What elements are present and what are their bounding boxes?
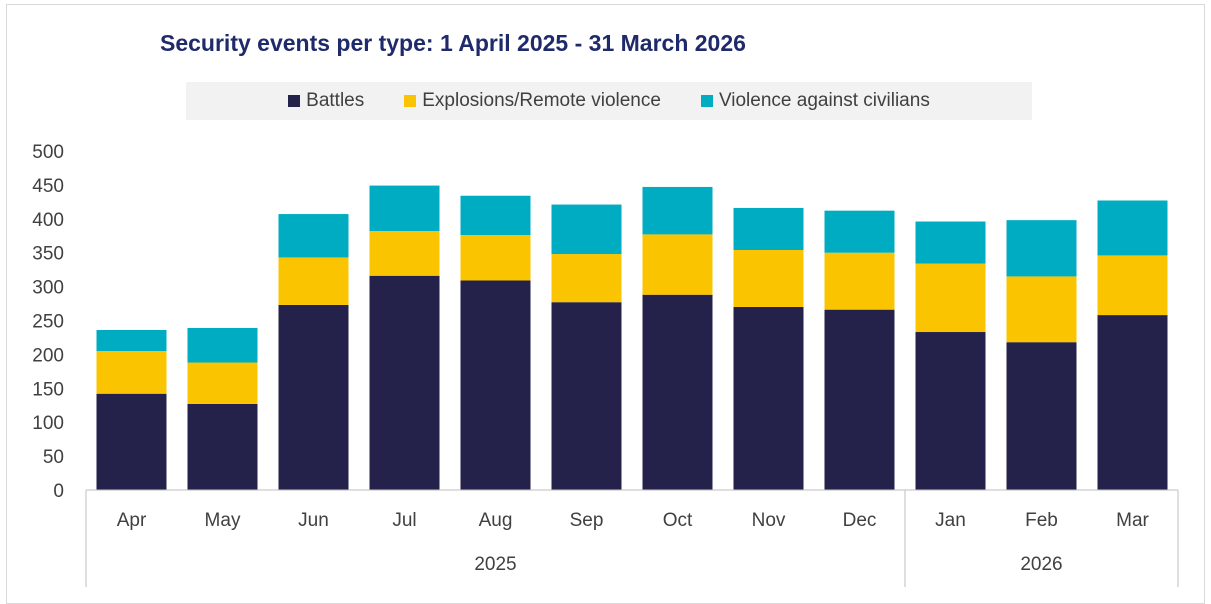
bar-violence-against-civilians-mar — [1097, 200, 1168, 256]
y-tick-label: 150 — [32, 379, 64, 400]
bar-violence-against-civilians-sep — [551, 204, 622, 255]
bar-explosions-remote-violence-feb — [1006, 276, 1077, 343]
x-tick-label-aug: Aug — [479, 510, 513, 531]
bar-explosions-remote-violence-oct — [642, 234, 713, 295]
x-tick-label-jun: Jun — [298, 510, 329, 531]
bar-explosions-remote-violence-aug — [460, 235, 531, 281]
bar-battles-dec — [824, 309, 895, 490]
x-tick-label-may: May — [205, 510, 241, 531]
chart-title: Security events per type: 1 April 2025 -… — [160, 30, 746, 56]
legend-swatch-explosions — [404, 95, 417, 107]
bar-battles-sep — [551, 302, 622, 490]
y-tick-label: 500 — [32, 142, 64, 163]
x-tick-label-oct: Oct — [663, 510, 693, 531]
bar-violence-against-civilians-may — [187, 327, 258, 363]
y-tick-label: 200 — [32, 345, 64, 366]
legend-swatch-battles — [288, 95, 301, 107]
bar-battles-apr — [96, 393, 167, 490]
y-tick-label: 450 — [32, 176, 64, 197]
y-tick-label: 300 — [32, 278, 64, 299]
x-tick-label-dec: Dec — [843, 510, 877, 531]
y-tick-label: 100 — [32, 413, 64, 434]
x-tick-label-apr: Apr — [117, 510, 147, 531]
bar-explosions-remote-violence-jun — [278, 257, 349, 305]
bar-violence-against-civilians-jan — [915, 221, 986, 264]
x-tick-label-sep: Sep — [570, 510, 604, 531]
bar-violence-against-civilians-jun — [278, 214, 349, 258]
bar-explosions-remote-violence-jan — [915, 263, 986, 333]
bar-explosions-remote-violence-apr — [96, 351, 167, 394]
y-tick-label: 50 — [43, 447, 64, 468]
bar-violence-against-civilians-aug — [460, 195, 531, 236]
bar-battles-feb — [1006, 342, 1077, 490]
legend-item-civilians: Violence against civilians — [700, 90, 930, 112]
bar-battles-nov — [733, 306, 804, 490]
x-tick-label-nov: Nov — [752, 510, 786, 531]
x-tick-label-jul: Jul — [392, 510, 416, 531]
bar-explosions-remote-violence-may — [187, 362, 258, 404]
bar-battles-aug — [460, 280, 531, 490]
bar-violence-against-civilians-feb — [1006, 220, 1077, 277]
bar-violence-against-civilians-jul — [369, 185, 440, 232]
bar-battles-mar — [1097, 315, 1168, 490]
legend-swatch-civilians — [700, 95, 713, 107]
bar-explosions-remote-violence-jul — [369, 231, 440, 276]
bar-battles-may — [187, 403, 258, 490]
y-tick-label: 350 — [32, 244, 64, 265]
legend-item-battles: Battles — [288, 90, 364, 112]
x-group-label-2026: 2026 — [1020, 554, 1062, 575]
bar-violence-against-civilians-apr — [96, 329, 167, 352]
bar-violence-against-civilians-oct — [642, 186, 713, 235]
x-tick-label-mar: Mar — [1116, 510, 1149, 531]
bar-violence-against-civilians-nov — [733, 207, 804, 250]
bar-explosions-remote-violence-nov — [733, 249, 804, 307]
legend-label-explosions: Explosions/Remote violence — [422, 90, 661, 111]
y-tick-label: 400 — [32, 210, 64, 231]
bar-explosions-remote-violence-sep — [551, 254, 622, 303]
chart-plot-area: 0 50 100 150 200 250 300 350 400 450 500 Apr May Jun J… — [32, 142, 1179, 587]
bar-battles-jun — [278, 304, 349, 490]
x-tick-label-jan: Jan — [935, 510, 966, 531]
chart-legend: Battles Explosions/Remote violence Viole… — [186, 82, 1032, 120]
bar-battles-jan — [915, 332, 986, 490]
x-group-label-2025: 2025 — [474, 554, 516, 575]
bar-explosions-remote-violence-dec — [824, 252, 895, 310]
bar-battles-jul — [369, 275, 440, 490]
bar-explosions-remote-violence-mar — [1097, 255, 1168, 316]
x-tick-label-feb: Feb — [1025, 510, 1058, 531]
legend-label-civilians: Violence against civilians — [718, 90, 930, 111]
bar-violence-against-civilians-dec — [824, 210, 895, 253]
y-tick-label: 0 — [53, 481, 64, 502]
legend-label-battles: Battles — [306, 90, 365, 111]
y-tick-label: 250 — [32, 312, 64, 333]
bar-battles-oct — [642, 294, 713, 490]
legend-item-explosions: Explosions/Remote violence — [404, 90, 661, 112]
